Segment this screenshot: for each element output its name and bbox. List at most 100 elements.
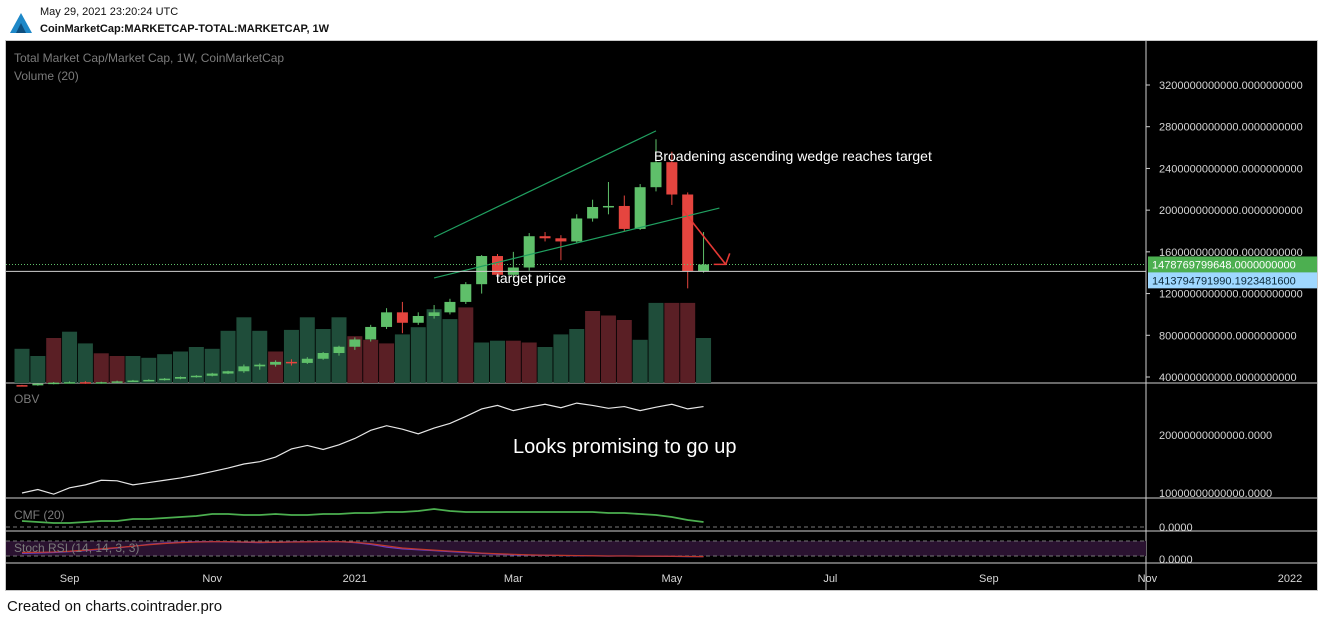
candle-body: [428, 312, 440, 316]
time-tick-label: Nov: [202, 573, 222, 585]
candle-body: [175, 377, 186, 379]
chart-frame[interactable]: 3200000000000.0000000000 2800000000000.00…: [5, 40, 1318, 591]
timestamp: May 29, 2021 23:20:24 UTC: [40, 6, 179, 18]
candle-body: [190, 375, 202, 378]
candle-body: [571, 218, 583, 242]
candle-body: [270, 361, 282, 365]
volume-bar: [173, 351, 188, 383]
wedge-upper-line: [433, 130, 657, 238]
obv-tick-label: 10000000000000.0000: [1159, 488, 1272, 500]
candle-body: [333, 346, 345, 354]
candle-body: [650, 162, 662, 188]
time-tick-label: 2022: [1278, 573, 1302, 585]
candle-body: [492, 256, 503, 275]
volume-bar: [46, 338, 62, 383]
volume-bar: [109, 356, 125, 383]
candle-body: [587, 207, 599, 219]
symbol-title: CoinMarketCap:MARKETCAP-TOTAL:MARKETCAP,…: [40, 23, 330, 35]
time-tick-label: Jul: [823, 573, 837, 585]
volume-bar: [585, 311, 601, 383]
header: May 29, 2021 23:20:24 UTC CoinMarketCap:…: [0, 0, 1324, 40]
volume-bars: [14, 302, 712, 383]
arrow-head-icon: [713, 253, 731, 266]
candle-body: [698, 264, 710, 272]
candle-body: [159, 378, 171, 381]
price-tick-label: 1600000000000.0000000000: [1159, 247, 1303, 259]
candle-body: [317, 353, 329, 359]
price-tick-label: 3200000000000.0000000000: [1159, 80, 1303, 92]
candle-body: [301, 358, 313, 363]
time-tick-label: May: [661, 573, 682, 585]
candle-body: [602, 205, 614, 208]
target-price-badge: [1148, 272, 1317, 289]
candle-body: [254, 364, 266, 367]
cmf-line: [21, 508, 704, 524]
price-tick-label: 2000000000000.0000000000: [1159, 205, 1303, 217]
volume-bar: [77, 343, 93, 383]
volume-bar: [600, 315, 616, 383]
candle-body: [539, 236, 551, 239]
volume-bar: [632, 339, 648, 383]
target-price-label: 1413794791990.1923481600: [1152, 275, 1296, 287]
stoch-tick-label: 0.0000: [1159, 554, 1193, 566]
candle-body: [682, 194, 694, 272]
last-price-label: 1478769799648.0000000000: [1152, 259, 1296, 271]
volume-bar: [521, 342, 537, 383]
volume-bar: [648, 302, 664, 383]
candle-body: [412, 315, 424, 323]
volume-bar: [62, 331, 78, 383]
time-tick-label: Sep: [979, 573, 999, 585]
volume-bar: [299, 317, 315, 383]
candle-body: [460, 284, 472, 302]
candle-body: [238, 366, 250, 372]
volume-bar: [283, 329, 299, 383]
price-tick-label: 800000000000.0000000000: [1159, 330, 1297, 342]
wedge-lower-line: [433, 207, 720, 279]
volume-bar: [553, 334, 569, 383]
down-arrow-icon: [682, 209, 727, 265]
footer-credit: Created on charts.cointrader.pro: [7, 598, 223, 615]
volume-legend: Volume (20): [14, 69, 79, 83]
cmf-legend: CMF (20): [14, 508, 65, 522]
axes: 3200000000000.0000000000 2800000000000.00…: [60, 80, 1317, 585]
chart-svg[interactable]: 3200000000000.0000000000 2800000000000.00…: [6, 41, 1317, 590]
volume-bar: [569, 329, 585, 383]
candle-body: [206, 373, 218, 376]
volume-bar: [394, 334, 410, 383]
volume-bar: [379, 343, 395, 383]
last-price-badge: [1148, 256, 1317, 273]
candle-body: [64, 382, 76, 384]
candle-body: [32, 383, 44, 386]
obv-tick-label: 20000000000000.0000: [1159, 430, 1272, 442]
time-tick-label: Nov: [1138, 573, 1158, 585]
volume-bar: [696, 338, 712, 383]
stoch-legend: Stoch RSI (14, 14, 3, 3): [14, 541, 139, 555]
price-tick-label: 2400000000000.0000000000: [1159, 163, 1303, 175]
candle-body: [666, 162, 678, 195]
candle-body: [222, 371, 234, 374]
candle-body: [618, 205, 630, 229]
volume-bar: [505, 340, 521, 383]
cmf-tick-label: 0.0000: [1159, 522, 1193, 534]
volume-bar: [664, 302, 680, 383]
target-note: target price: [496, 270, 566, 286]
volume-bar: [141, 357, 157, 383]
price-tick-label: 2800000000000.0000000000: [1159, 122, 1303, 134]
candle-body: [111, 381, 123, 383]
volume-bar: [14, 348, 30, 383]
candles: [16, 139, 710, 387]
obv-legend: OBV: [14, 392, 39, 406]
volume-bar: [363, 339, 379, 383]
candle-body: [381, 312, 393, 327]
obv-note: Looks promising to go up: [513, 436, 736, 458]
volume-bar: [220, 330, 236, 383]
candle-body: [79, 382, 91, 384]
candle-body: [555, 238, 567, 242]
volume-bar: [442, 319, 458, 383]
volume-bar: [474, 342, 490, 383]
volume-bar: [537, 347, 553, 383]
volume-bar: [680, 302, 696, 383]
candle-body: [365, 326, 377, 340]
volume-bar: [204, 348, 220, 383]
candle-body: [523, 236, 535, 268]
